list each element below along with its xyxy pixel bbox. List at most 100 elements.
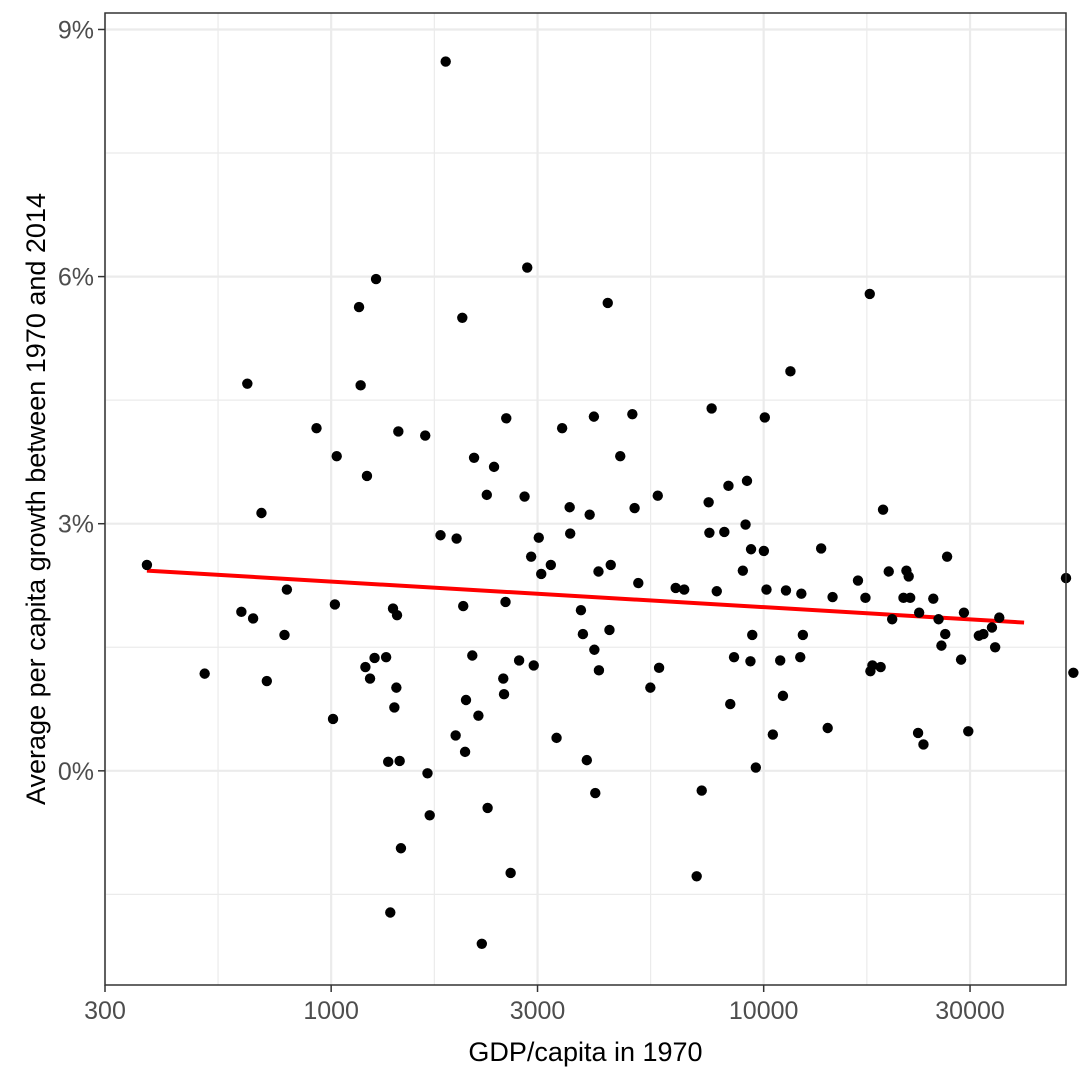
data-point	[360, 661, 371, 673]
data-point	[696, 785, 707, 796]
data-point	[875, 661, 886, 673]
data-point	[581, 754, 593, 766]
data-point	[460, 694, 472, 706]
data-point	[420, 430, 431, 441]
data-point	[545, 559, 557, 571]
x-tick-label: 3000	[510, 997, 566, 1025]
data-point	[256, 507, 267, 519]
data-point	[795, 651, 806, 663]
data-point	[391, 682, 402, 693]
data-point	[963, 726, 974, 737]
data-point	[1068, 667, 1079, 679]
data-point	[513, 655, 525, 666]
data-point	[852, 575, 864, 586]
trend-line	[146, 568, 1025, 625]
data-point	[706, 403, 717, 414]
data-point	[759, 412, 770, 423]
x-tick-label: 10000	[729, 997, 799, 1025]
data-point	[361, 470, 373, 482]
trend-line-layer	[146, 568, 1025, 625]
data-point	[728, 651, 740, 663]
data-point	[500, 596, 511, 608]
data-point	[565, 528, 576, 539]
data-point	[383, 756, 394, 767]
y-tick-label: 3%	[58, 511, 94, 539]
data-point	[247, 613, 259, 624]
data-point	[593, 566, 604, 577]
y-axis-ticks: 0% 3% 6% 9%	[58, 16, 105, 786]
data-point	[468, 452, 480, 464]
data-point	[877, 504, 889, 515]
data-point	[994, 612, 1005, 623]
data-point	[785, 366, 796, 377]
data-point	[745, 656, 756, 667]
x-tick-label: 1000	[303, 997, 359, 1025]
x-axis-title: GDP/capita in 1970	[468, 1037, 702, 1067]
data-point	[389, 702, 400, 713]
y-tick-label: 6%	[58, 264, 94, 292]
data-point	[395, 843, 407, 854]
data-point	[941, 551, 953, 562]
data-point	[467, 650, 478, 661]
data-point	[679, 584, 690, 595]
data-point	[551, 732, 562, 744]
data-point	[281, 584, 293, 595]
data-point	[904, 592, 916, 604]
data-point	[353, 301, 365, 313]
data-point	[589, 644, 600, 655]
data-point	[883, 566, 894, 577]
data-point	[704, 527, 715, 538]
x-tick-label: 300	[84, 997, 126, 1025]
data-point	[242, 378, 253, 389]
data-point	[605, 559, 616, 571]
data-point	[719, 526, 730, 538]
data-point	[588, 411, 600, 422]
data-point	[989, 642, 1001, 653]
data-point	[761, 584, 772, 595]
data-point	[933, 614, 944, 625]
data-point	[451, 533, 462, 544]
data-point	[355, 380, 366, 391]
data-point	[815, 543, 827, 554]
data-point	[747, 629, 758, 641]
data-point	[670, 582, 681, 594]
data-point	[575, 605, 587, 616]
data-point	[860, 592, 871, 604]
data-point	[533, 532, 544, 543]
data-point	[498, 673, 509, 684]
data-point	[918, 739, 929, 750]
data-point	[422, 768, 433, 779]
data-point	[199, 668, 210, 679]
data-point	[652, 490, 663, 501]
data-point	[767, 729, 779, 740]
panel-border	[104, 12, 1067, 986]
data-point	[435, 530, 446, 541]
data-point	[758, 545, 770, 557]
data-point	[940, 628, 951, 640]
data-point	[593, 665, 605, 676]
data-point	[327, 713, 339, 725]
data-point	[750, 762, 762, 773]
data-point	[236, 606, 247, 618]
data-point	[488, 461, 500, 473]
data-point	[777, 690, 789, 702]
data-point	[370, 273, 382, 285]
data-point	[498, 689, 510, 700]
data-point	[913, 607, 925, 618]
y-axis-title: Average per capita growth between 1970 a…	[21, 193, 51, 805]
data-point	[528, 660, 539, 671]
data-point	[978, 628, 989, 640]
data-point	[311, 422, 322, 434]
data-point	[936, 640, 947, 651]
data-point	[584, 509, 595, 520]
data-point	[633, 577, 644, 589]
x-tick-label: 30000	[935, 997, 1005, 1025]
data-point	[458, 600, 469, 612]
grid-lines	[103, 13, 1066, 985]
data-point	[745, 544, 757, 555]
data-point	[645, 682, 656, 693]
data-point	[590, 787, 601, 799]
y-tick-label: 9%	[58, 16, 94, 44]
data-point	[703, 497, 714, 508]
